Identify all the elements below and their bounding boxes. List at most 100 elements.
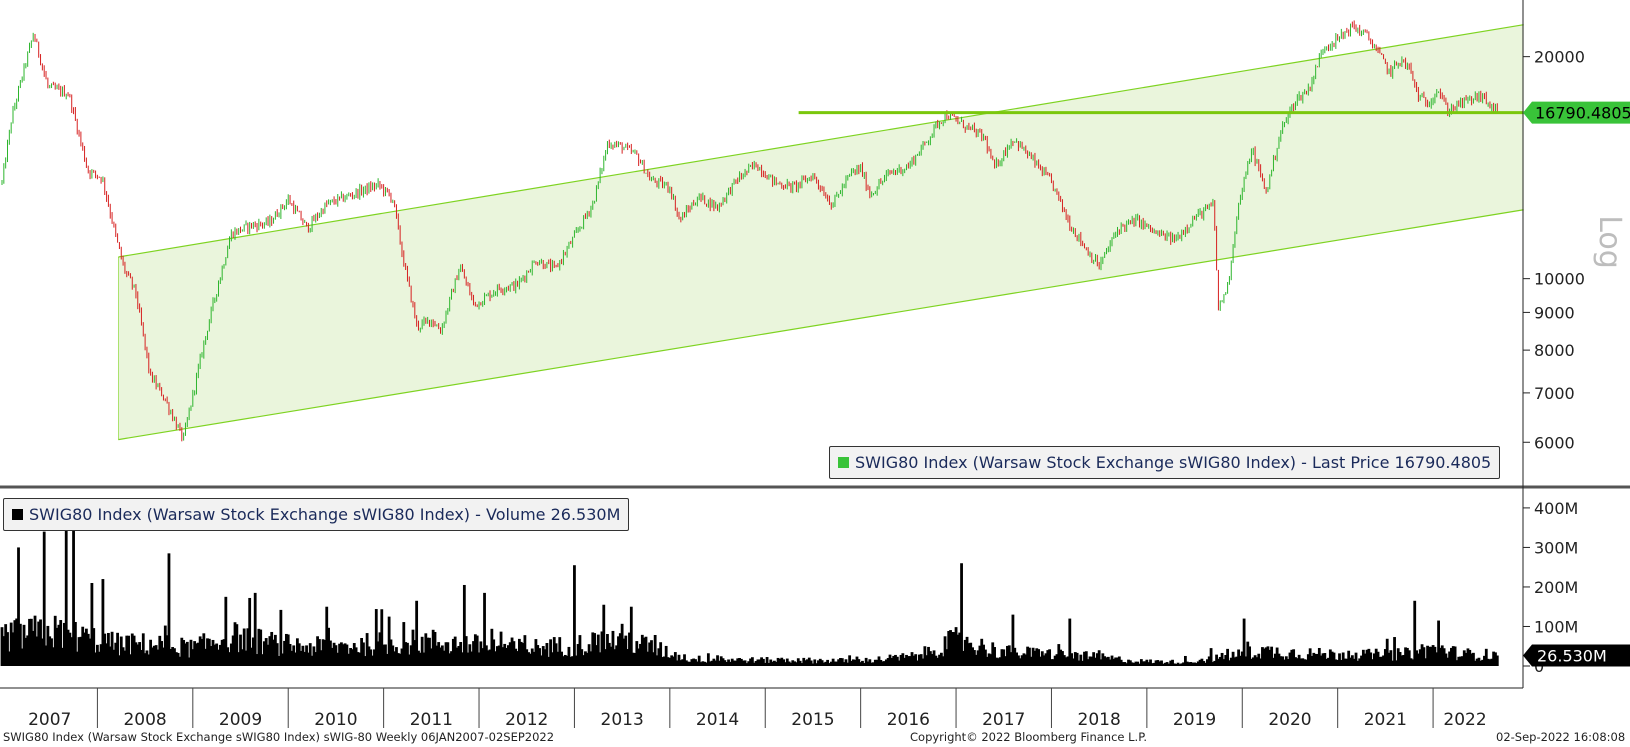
volume-bar bbox=[97, 651, 101, 666]
volume-bar bbox=[261, 654, 264, 666]
volume-bar bbox=[562, 656, 565, 666]
volume-bar bbox=[1492, 651, 1496, 666]
volume-bar bbox=[508, 642, 512, 666]
volume-bar bbox=[1195, 663, 1198, 666]
volume-bar bbox=[1031, 647, 1035, 666]
volume-bar bbox=[442, 650, 446, 666]
volume-bar bbox=[1051, 659, 1055, 666]
volume-bar bbox=[993, 647, 996, 666]
volume-bar bbox=[270, 631, 274, 666]
volume-legend-label: SWIG80 Index (Warsaw Stock Exchange sWIG… bbox=[29, 505, 621, 524]
volume-bar bbox=[31, 630, 35, 666]
volume-bar bbox=[762, 658, 765, 666]
volume-bar bbox=[828, 663, 831, 666]
price-y-tick-label: 9000 bbox=[1534, 303, 1575, 322]
volume-bar bbox=[268, 636, 272, 666]
volume-bar bbox=[477, 652, 481, 666]
volume-bar bbox=[83, 632, 86, 666]
volume-bar bbox=[286, 634, 290, 666]
volume-bar bbox=[1312, 652, 1316, 666]
volume-bar bbox=[800, 663, 804, 666]
volume-bar bbox=[158, 635, 162, 666]
volume-bar bbox=[888, 654, 892, 666]
volume-bar bbox=[116, 632, 119, 666]
volume-bar bbox=[1261, 647, 1264, 666]
volume-bar bbox=[195, 643, 198, 666]
volume-bar bbox=[1268, 649, 1272, 666]
volume-bar bbox=[1150, 663, 1154, 666]
volume-bar bbox=[1187, 662, 1191, 666]
volume-bar bbox=[1376, 651, 1380, 666]
volume-bar bbox=[1101, 653, 1105, 666]
volume-bar bbox=[490, 628, 494, 666]
volume-bar bbox=[435, 645, 439, 666]
volume-bar bbox=[1279, 656, 1283, 666]
volume-bar bbox=[1420, 644, 1424, 666]
volume-bar bbox=[1308, 648, 1312, 666]
volume-bar bbox=[995, 657, 998, 666]
volume-bar bbox=[552, 637, 556, 666]
volume-bar bbox=[866, 661, 870, 666]
volume-bar bbox=[967, 643, 971, 666]
volume-bar bbox=[92, 628, 96, 666]
volume-bar bbox=[714, 660, 718, 666]
volume-bar bbox=[807, 657, 811, 666]
volume-bar bbox=[107, 632, 110, 666]
volume-bar bbox=[1358, 658, 1362, 666]
volume-bar bbox=[393, 651, 397, 666]
volume-bar bbox=[1435, 652, 1439, 666]
volume-bar bbox=[44, 645, 48, 666]
volume-bar bbox=[701, 661, 705, 666]
volume-bar bbox=[565, 655, 569, 666]
volume-bar bbox=[1161, 663, 1165, 666]
volume-bar bbox=[859, 662, 863, 666]
volume-bar bbox=[1310, 655, 1314, 666]
volume-bar bbox=[1035, 648, 1039, 666]
volume-bar bbox=[1407, 650, 1411, 666]
volume-bar bbox=[1286, 659, 1290, 666]
volume-bar bbox=[1303, 659, 1307, 666]
volume-bar bbox=[650, 640, 653, 666]
volume-bar bbox=[84, 628, 88, 666]
price-legend[interactable]: SWIG80 Index (Warsaw Stock Exchange sWIG… bbox=[829, 446, 1501, 479]
volume-bar bbox=[1494, 652, 1497, 666]
volume-bar bbox=[923, 646, 927, 666]
volume-bar bbox=[739, 658, 743, 666]
volume-bar bbox=[1176, 662, 1180, 666]
volume-bar bbox=[1356, 660, 1360, 666]
volume-bar bbox=[347, 653, 351, 666]
volume-bar bbox=[881, 661, 885, 666]
volume-bar bbox=[1191, 662, 1195, 666]
volume-bar bbox=[646, 651, 650, 666]
volume-bar bbox=[1180, 663, 1184, 666]
volume-bar bbox=[483, 592, 486, 666]
volume-bar bbox=[103, 633, 107, 666]
volume-bar bbox=[156, 649, 160, 666]
volume-bar bbox=[1488, 659, 1492, 666]
volume-bar bbox=[521, 643, 525, 666]
volume-bar bbox=[1213, 660, 1217, 666]
volume-bar bbox=[578, 635, 582, 666]
volume-bar bbox=[659, 642, 663, 666]
volume-bar bbox=[1448, 651, 1451, 666]
footer-copyright: Copyright© 2022 Bloomberg Finance L.P. bbox=[910, 730, 1147, 744]
volume-bar bbox=[42, 531, 46, 666]
volume-bar bbox=[593, 633, 597, 666]
volume-bar bbox=[723, 660, 727, 666]
volume-bar bbox=[281, 653, 285, 666]
volume-bar bbox=[743, 660, 747, 666]
volume-legend[interactable]: SWIG80 Index (Warsaw Stock Exchange sWIG… bbox=[3, 498, 630, 531]
volume-bar bbox=[811, 663, 815, 666]
volume-bar bbox=[1455, 660, 1459, 666]
volume-bar bbox=[448, 653, 452, 666]
volume-bar bbox=[901, 653, 905, 666]
volume-bar bbox=[151, 647, 154, 666]
volume-bar bbox=[763, 662, 767, 666]
price-y-tick-label: 6000 bbox=[1534, 433, 1575, 452]
volume-bar bbox=[1235, 656, 1239, 666]
volume-bar bbox=[875, 659, 879, 666]
volume-bar bbox=[494, 651, 497, 666]
volume-bar bbox=[1481, 659, 1485, 666]
volume-bar bbox=[33, 615, 37, 666]
